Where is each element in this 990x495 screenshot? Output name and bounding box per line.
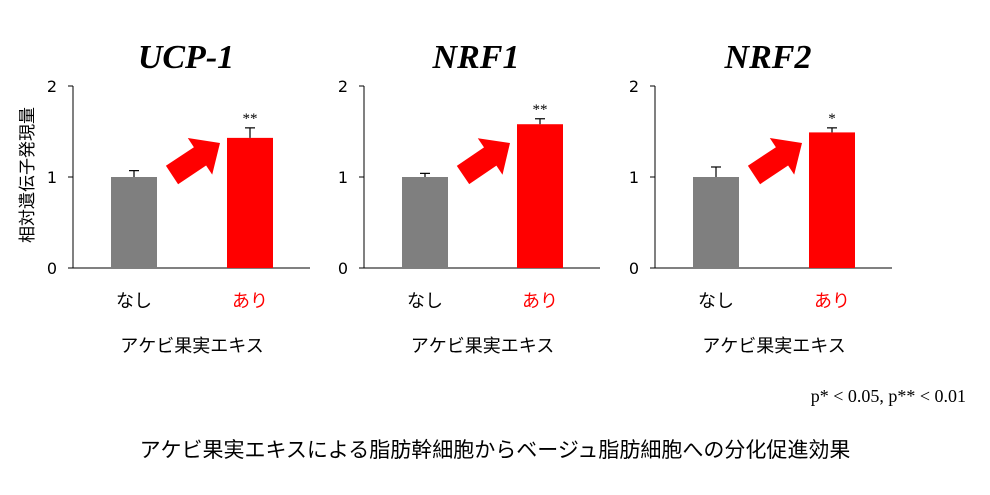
- bar-treated: [809, 132, 855, 268]
- increase-arrow: [747, 138, 802, 185]
- y-tick-label: 0: [629, 259, 639, 278]
- increase-arrow: [456, 138, 510, 185]
- category-label-treated: あり: [522, 291, 558, 312]
- y-tick-label: 2: [338, 77, 348, 96]
- y-tick-label: 1: [629, 168, 639, 187]
- bar-control: [402, 177, 448, 268]
- category-label-treated: あり: [814, 291, 850, 312]
- category-label-control: なし: [698, 291, 734, 312]
- significance-marker: **: [533, 102, 548, 118]
- category-label-control: なし: [407, 291, 443, 312]
- bar-treated: [227, 137, 273, 268]
- y-tick-label: 0: [47, 259, 57, 278]
- category-label-control: なし: [116, 291, 152, 312]
- y-tick-label: 2: [629, 77, 639, 96]
- panel-title: NRF2: [724, 39, 812, 76]
- significance-marker: **: [243, 111, 258, 127]
- bar-control: [693, 177, 739, 268]
- panel-title: UCP-1: [138, 39, 234, 76]
- bar-treated: [517, 124, 563, 268]
- category-label-treated: あり: [232, 291, 268, 312]
- y-axis-label: 相対遺伝子発現量: [18, 107, 38, 243]
- y-tick-label: 2: [47, 77, 57, 96]
- p-value-note: p* < 0.05, p** < 0.01: [810, 386, 966, 406]
- x-axis-label: アケビ果実エキス: [411, 336, 554, 357]
- y-tick-label: 0: [338, 259, 348, 278]
- figure-caption: アケビ果実エキスによる脂肪幹細胞からベージュ脂肪細胞への分化促進効果: [139, 438, 851, 462]
- panel-title: NRF1: [432, 39, 520, 76]
- x-axis-label: アケビ果実エキス: [120, 336, 263, 357]
- y-tick-label: 1: [47, 168, 57, 187]
- y-tick-label: 1: [338, 168, 348, 187]
- significance-marker: *: [828, 111, 836, 127]
- bar-control: [111, 177, 157, 268]
- x-axis-label: アケビ果実エキス: [702, 336, 845, 357]
- increase-arrow: [165, 138, 220, 185]
